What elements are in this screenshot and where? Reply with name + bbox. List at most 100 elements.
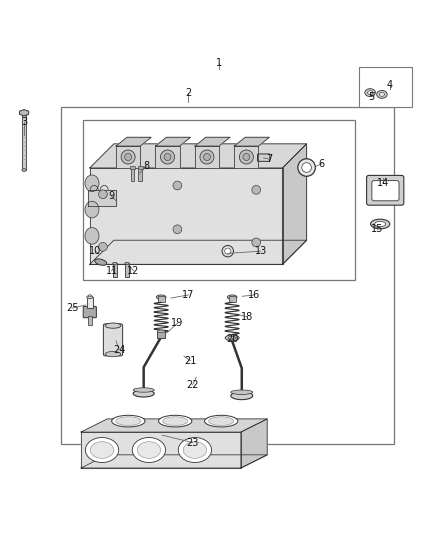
Bar bbox=[130, 166, 135, 169]
Text: 23: 23 bbox=[187, 438, 199, 448]
Circle shape bbox=[225, 248, 231, 254]
Ellipse shape bbox=[367, 91, 373, 94]
Text: 2: 2 bbox=[185, 88, 191, 99]
Ellipse shape bbox=[156, 295, 166, 300]
Polygon shape bbox=[81, 432, 241, 468]
Circle shape bbox=[99, 243, 107, 251]
Bar bbox=[359, 67, 412, 107]
Ellipse shape bbox=[85, 201, 99, 218]
Circle shape bbox=[200, 150, 214, 164]
Ellipse shape bbox=[105, 351, 121, 357]
Text: 22: 22 bbox=[187, 379, 199, 390]
Ellipse shape bbox=[85, 175, 99, 191]
Bar bbox=[138, 168, 142, 181]
Circle shape bbox=[252, 185, 261, 194]
Text: 24: 24 bbox=[113, 345, 125, 355]
Ellipse shape bbox=[374, 221, 385, 227]
Ellipse shape bbox=[225, 335, 239, 341]
Bar bbox=[88, 316, 92, 325]
Text: 7: 7 bbox=[266, 154, 272, 164]
Text: 25: 25 bbox=[66, 303, 78, 313]
Polygon shape bbox=[234, 138, 269, 146]
Circle shape bbox=[121, 150, 135, 164]
Bar bbox=[22, 115, 26, 170]
Ellipse shape bbox=[105, 323, 121, 328]
Polygon shape bbox=[116, 138, 151, 146]
Ellipse shape bbox=[87, 296, 93, 298]
Polygon shape bbox=[116, 146, 140, 168]
Ellipse shape bbox=[137, 442, 161, 458]
Text: 19: 19 bbox=[171, 318, 184, 328]
Bar bbox=[131, 168, 134, 181]
Ellipse shape bbox=[231, 392, 253, 400]
Polygon shape bbox=[195, 138, 230, 146]
Polygon shape bbox=[155, 138, 191, 146]
Bar bbox=[229, 296, 236, 302]
Circle shape bbox=[203, 154, 210, 160]
Ellipse shape bbox=[183, 442, 207, 458]
Text: 11: 11 bbox=[106, 266, 118, 276]
Ellipse shape bbox=[133, 388, 154, 392]
Text: 15: 15 bbox=[371, 224, 384, 235]
Circle shape bbox=[302, 163, 311, 172]
Bar bbox=[157, 332, 165, 338]
FancyBboxPatch shape bbox=[367, 175, 404, 205]
Bar bbox=[138, 166, 143, 169]
Circle shape bbox=[124, 154, 131, 160]
Polygon shape bbox=[241, 419, 267, 468]
Text: 4: 4 bbox=[387, 80, 393, 90]
Polygon shape bbox=[155, 146, 180, 168]
Text: 20: 20 bbox=[226, 334, 238, 344]
Ellipse shape bbox=[85, 438, 119, 463]
Ellipse shape bbox=[22, 169, 26, 172]
Ellipse shape bbox=[379, 92, 385, 96]
Bar bbox=[158, 296, 165, 302]
FancyBboxPatch shape bbox=[372, 181, 399, 201]
Ellipse shape bbox=[159, 415, 192, 427]
Circle shape bbox=[298, 159, 315, 176]
FancyBboxPatch shape bbox=[258, 154, 270, 161]
Text: 6: 6 bbox=[319, 159, 325, 168]
Text: 16: 16 bbox=[248, 290, 260, 300]
Ellipse shape bbox=[85, 228, 99, 244]
Text: 8: 8 bbox=[144, 161, 150, 171]
Text: 10: 10 bbox=[89, 246, 102, 256]
Ellipse shape bbox=[116, 417, 141, 425]
Ellipse shape bbox=[113, 262, 117, 264]
Ellipse shape bbox=[163, 417, 188, 425]
Ellipse shape bbox=[377, 91, 387, 98]
Circle shape bbox=[160, 150, 174, 164]
Circle shape bbox=[243, 154, 250, 160]
Text: 3: 3 bbox=[21, 117, 27, 127]
Ellipse shape bbox=[132, 438, 166, 463]
Polygon shape bbox=[234, 146, 258, 168]
Circle shape bbox=[99, 190, 107, 199]
Circle shape bbox=[222, 246, 233, 257]
Ellipse shape bbox=[90, 442, 114, 458]
Polygon shape bbox=[88, 190, 116, 206]
Text: 12: 12 bbox=[127, 266, 140, 276]
Polygon shape bbox=[90, 168, 283, 264]
Ellipse shape bbox=[208, 417, 234, 425]
Polygon shape bbox=[81, 419, 267, 432]
Ellipse shape bbox=[95, 259, 107, 265]
Text: 14: 14 bbox=[377, 178, 389, 188]
Polygon shape bbox=[283, 144, 307, 264]
Ellipse shape bbox=[231, 390, 253, 394]
Ellipse shape bbox=[157, 330, 165, 333]
Ellipse shape bbox=[371, 219, 390, 229]
Circle shape bbox=[173, 181, 182, 190]
Circle shape bbox=[164, 154, 171, 160]
Polygon shape bbox=[90, 144, 307, 168]
Ellipse shape bbox=[178, 438, 212, 463]
Ellipse shape bbox=[205, 415, 238, 427]
Text: 21: 21 bbox=[184, 356, 197, 366]
Ellipse shape bbox=[227, 295, 237, 300]
Polygon shape bbox=[90, 240, 307, 264]
Ellipse shape bbox=[228, 336, 236, 340]
Text: 13: 13 bbox=[254, 246, 267, 256]
Circle shape bbox=[173, 225, 182, 233]
FancyBboxPatch shape bbox=[103, 324, 123, 356]
Text: 17: 17 bbox=[182, 290, 194, 300]
Bar bbox=[61, 107, 394, 444]
